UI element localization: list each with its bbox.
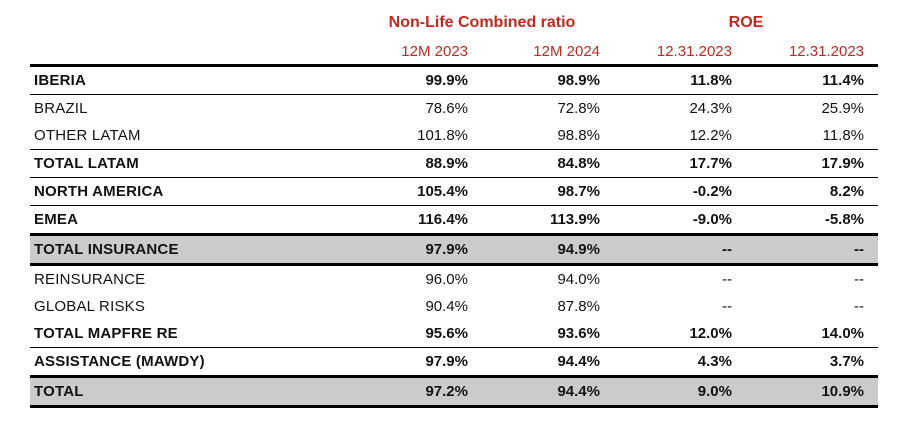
cell-value: 105.4% <box>350 177 482 206</box>
row-label: EMEA <box>30 205 350 236</box>
cell-value: 97.9% <box>350 347 482 378</box>
empty-subheader-cell <box>30 38 350 67</box>
row-label: BRAZIL <box>34 100 88 117</box>
cell-value: 72.8% <box>557 100 600 117</box>
cell-value: 95.6% <box>350 320 482 348</box>
group-header-roe: ROE <box>728 14 764 31</box>
cell-value: -9.0% <box>614 205 746 236</box>
group-header-row: Non-Life Combined ratio ROE <box>30 8 878 38</box>
cell-value: 94.0% <box>557 271 600 288</box>
cell-value: 25.9% <box>821 100 865 117</box>
cell-value: -5.8% <box>746 205 879 236</box>
row-label: TOTAL <box>30 376 350 408</box>
cell-value: 94.4% <box>482 347 614 378</box>
cell-value: 99.9% <box>350 65 482 95</box>
group-header-combined-ratio: Non-Life Combined ratio <box>388 14 576 31</box>
cell-value: 87.8% <box>557 298 600 315</box>
cell-value: 24.3% <box>689 100 732 117</box>
row-label: TOTAL MAPFRE RE <box>30 320 350 348</box>
cell-value: 97.2% <box>350 376 482 408</box>
cell-value: 98.9% <box>482 65 614 95</box>
cell-value: 10.9% <box>746 376 879 408</box>
cell-value: 94.9% <box>482 234 614 266</box>
table-row: IBERIA 99.9% 98.9% 11.8% 11.4% <box>30 65 879 95</box>
column-header-12m-2023: 12M 2023 <box>350 38 482 67</box>
cell-value: 116.4% <box>350 205 482 236</box>
table-row: GLOBAL RISKS 90.4% 87.8% -- -- <box>30 293 878 320</box>
cell-value: 98.7% <box>482 177 614 206</box>
cell-value: 90.4% <box>425 298 468 315</box>
cell-value: 11.8% <box>746 122 879 150</box>
column-header-roe-12-31-2023-b: 12.31.2023 <box>746 38 879 67</box>
cell-value: 113.9% <box>482 205 614 236</box>
table-row: EMEA 116.4% 113.9% -9.0% -5.8% <box>30 205 879 236</box>
table-body: IBERIA 99.9% 98.9% 11.8% 11.4% BRAZIL 78.6% 72.… <box>30 65 879 408</box>
column-header-12m-2024: 12M 2024 <box>482 38 614 67</box>
cell-value: -- <box>614 234 746 266</box>
cell-value: 3.7% <box>746 347 879 378</box>
table-row: REINSURANCE 96.0% 94.0% -- -- <box>30 265 878 294</box>
cell-value: -- <box>722 271 732 288</box>
cell-value: 94.4% <box>482 376 614 408</box>
cell-value: 9.0% <box>614 376 746 408</box>
row-label: OTHER LATAM <box>30 122 350 150</box>
cell-value: -- <box>746 234 879 266</box>
table-row: NORTH AMERICA 105.4% 98.7% -0.2% 8.2% <box>30 177 879 206</box>
cell-value: 12.0% <box>614 320 746 348</box>
column-header-row: 12M 2023 12M 2024 12.31.2023 12.31.2023 <box>30 38 879 67</box>
cell-value: 14.0% <box>746 320 879 348</box>
table-row: TOTAL LATAM 88.9% 84.8% 17.7% 17.9% <box>30 149 879 178</box>
cell-value: 101.8% <box>350 122 482 150</box>
cell-value: 98.8% <box>482 122 614 150</box>
empty-corner-cell <box>30 8 350 38</box>
report-page: Non-Life Combined ratio ROE 12M 2023 12M… <box>30 8 879 408</box>
cell-value: 12.2% <box>614 122 746 150</box>
cell-value: -- <box>854 271 865 288</box>
row-label: REINSURANCE <box>34 271 146 288</box>
cell-value: 4.3% <box>614 347 746 378</box>
cell-value: 17.9% <box>746 149 879 178</box>
cell-value: 8.2% <box>746 177 879 206</box>
row-label: GLOBAL RISKS <box>34 298 146 315</box>
table-row: TOTAL INSURANCE 97.9% 94.9% -- -- <box>30 234 879 266</box>
cell-value: 96.0% <box>425 271 468 288</box>
row-label: TOTAL LATAM <box>30 149 350 178</box>
cell-value: 78.6% <box>425 100 468 117</box>
cell-value: 88.9% <box>350 149 482 178</box>
cell-value: -- <box>854 298 865 315</box>
table-row: TOTAL MAPFRE RE 95.6% 93.6% 12.0% 14.0% <box>30 320 879 348</box>
cell-value: 84.8% <box>482 149 614 178</box>
combined-ratio-roe-table: Non-Life Combined ratio ROE 12M 2023 12M… <box>30 8 879 408</box>
column-header-roe-12-31-2023-a: 12.31.2023 <box>614 38 746 67</box>
row-label: IBERIA <box>30 65 350 95</box>
table-row: ASSISTANCE (MAWDY) 97.9% 94.4% 4.3% 3.7% <box>30 347 879 378</box>
cell-value: 93.6% <box>482 320 614 348</box>
cell-value: 17.7% <box>614 149 746 178</box>
row-label: NORTH AMERICA <box>30 177 350 206</box>
row-label: ASSISTANCE (MAWDY) <box>30 347 350 378</box>
cell-value: 11.4% <box>746 65 879 95</box>
cell-value: 97.9% <box>350 234 482 266</box>
table-row: BRAZIL 78.6% 72.8% 24.3% 25.9% <box>30 95 878 123</box>
table-row: OTHER LATAM 101.8% 98.8% 12.2% 11.8% <box>30 122 879 150</box>
cell-value: -0.2% <box>614 177 746 206</box>
row-label: TOTAL INSURANCE <box>30 234 350 266</box>
table-row: TOTAL 97.2% 94.4% 9.0% 10.9% <box>30 376 879 408</box>
cell-value: -- <box>722 298 732 315</box>
cell-value: 11.8% <box>614 65 746 95</box>
